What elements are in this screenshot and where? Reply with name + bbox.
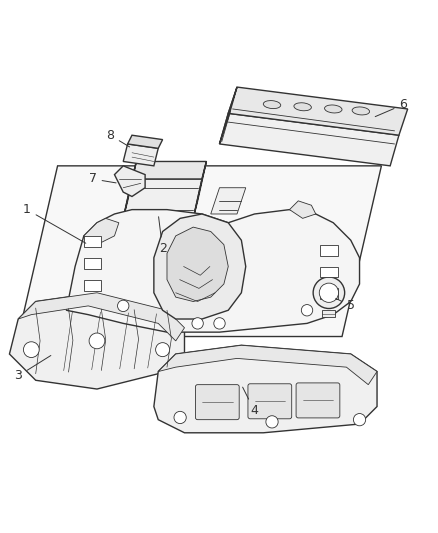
Circle shape	[312, 277, 344, 309]
Text: 6: 6	[374, 98, 406, 117]
Ellipse shape	[263, 101, 280, 109]
Polygon shape	[10, 293, 184, 389]
Polygon shape	[321, 310, 335, 317]
Ellipse shape	[324, 105, 341, 113]
Circle shape	[353, 414, 365, 426]
FancyBboxPatch shape	[84, 236, 101, 247]
Circle shape	[117, 300, 129, 312]
Polygon shape	[153, 345, 376, 433]
Polygon shape	[123, 179, 201, 219]
Polygon shape	[123, 144, 158, 166]
Polygon shape	[84, 219, 119, 245]
Polygon shape	[219, 87, 237, 144]
Polygon shape	[193, 161, 206, 219]
Circle shape	[213, 318, 225, 329]
Text: 7: 7	[88, 173, 116, 185]
FancyBboxPatch shape	[319, 245, 337, 255]
Circle shape	[89, 333, 105, 349]
Ellipse shape	[351, 107, 369, 115]
FancyBboxPatch shape	[247, 384, 291, 419]
Polygon shape	[289, 201, 315, 219]
FancyBboxPatch shape	[195, 385, 239, 419]
FancyBboxPatch shape	[295, 383, 339, 418]
FancyBboxPatch shape	[319, 266, 337, 278]
Text: 2: 2	[158, 217, 166, 255]
Circle shape	[318, 283, 338, 302]
FancyBboxPatch shape	[319, 288, 337, 300]
Text: 1: 1	[23, 203, 85, 243]
Polygon shape	[228, 87, 407, 135]
Text: 5: 5	[335, 298, 354, 312]
Polygon shape	[123, 161, 136, 219]
Circle shape	[300, 304, 312, 316]
Circle shape	[173, 411, 186, 424]
Ellipse shape	[293, 103, 311, 111]
Circle shape	[155, 343, 169, 357]
Circle shape	[265, 416, 278, 428]
FancyBboxPatch shape	[84, 280, 101, 290]
Polygon shape	[66, 209, 359, 332]
Text: 4: 4	[242, 387, 258, 417]
Polygon shape	[127, 135, 162, 148]
Polygon shape	[219, 114, 398, 166]
Circle shape	[191, 318, 203, 329]
Circle shape	[23, 342, 39, 358]
Polygon shape	[18, 166, 381, 336]
Polygon shape	[166, 227, 228, 302]
Text: 3: 3	[14, 356, 51, 382]
Text: 8: 8	[106, 128, 129, 147]
Polygon shape	[153, 214, 245, 319]
FancyBboxPatch shape	[84, 258, 101, 269]
Polygon shape	[210, 188, 245, 214]
Polygon shape	[132, 161, 206, 179]
Polygon shape	[114, 166, 145, 197]
Polygon shape	[18, 293, 184, 341]
Polygon shape	[158, 345, 376, 385]
